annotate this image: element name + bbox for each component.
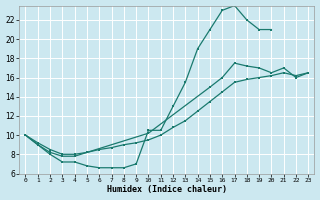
X-axis label: Humidex (Indice chaleur): Humidex (Indice chaleur) [107, 185, 227, 194]
